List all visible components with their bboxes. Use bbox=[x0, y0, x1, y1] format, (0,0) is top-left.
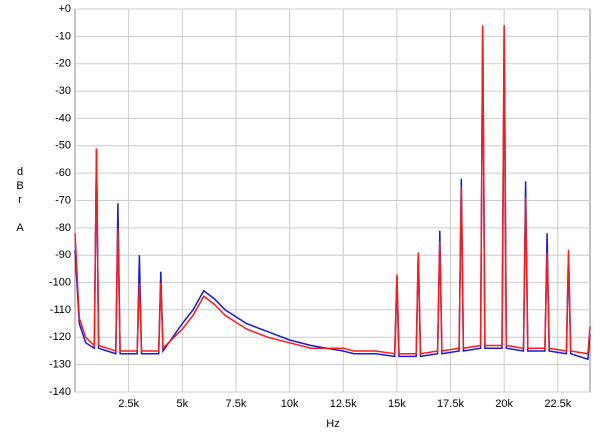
x-tick-label: 5k bbox=[176, 398, 188, 410]
y-tick-label: -130 bbox=[49, 359, 71, 371]
y-tick-label: -30 bbox=[55, 85, 71, 97]
x-axis-label: Hz bbox=[326, 418, 339, 430]
y-axis-label: dBr A bbox=[14, 166, 26, 236]
x-tick-label: 20k bbox=[495, 398, 513, 410]
x-tick-label: 15k bbox=[388, 398, 406, 410]
y-tick-label: -110 bbox=[50, 304, 71, 316]
x-tick-label: 2.5k bbox=[118, 398, 139, 410]
x-tick-label: 10k bbox=[281, 398, 299, 410]
y-tick-label: -60 bbox=[55, 167, 71, 179]
x-tick-label: 7.5k bbox=[226, 398, 247, 410]
spectrum-line bbox=[74, 25, 591, 355]
x-tick-label: 12.5k bbox=[330, 398, 357, 410]
y-tick-label: -90 bbox=[55, 249, 71, 261]
y-tick-label: -80 bbox=[55, 222, 71, 234]
x-tick-label: 17.5k bbox=[437, 398, 464, 410]
y-tick-label: -70 bbox=[55, 194, 71, 206]
y-tick-label: -120 bbox=[49, 331, 71, 343]
y-tick-label: -10 bbox=[55, 30, 71, 42]
y-tick-label: -50 bbox=[55, 140, 71, 152]
x-tick-label: 22.5k bbox=[544, 398, 571, 410]
y-tick-label: -40 bbox=[55, 112, 71, 124]
y-tick-label: -100 bbox=[49, 276, 71, 288]
y-tick-label: +0 bbox=[58, 3, 71, 15]
y-tick-label: -20 bbox=[55, 58, 71, 70]
y-tick-label: -140 bbox=[49, 386, 71, 398]
